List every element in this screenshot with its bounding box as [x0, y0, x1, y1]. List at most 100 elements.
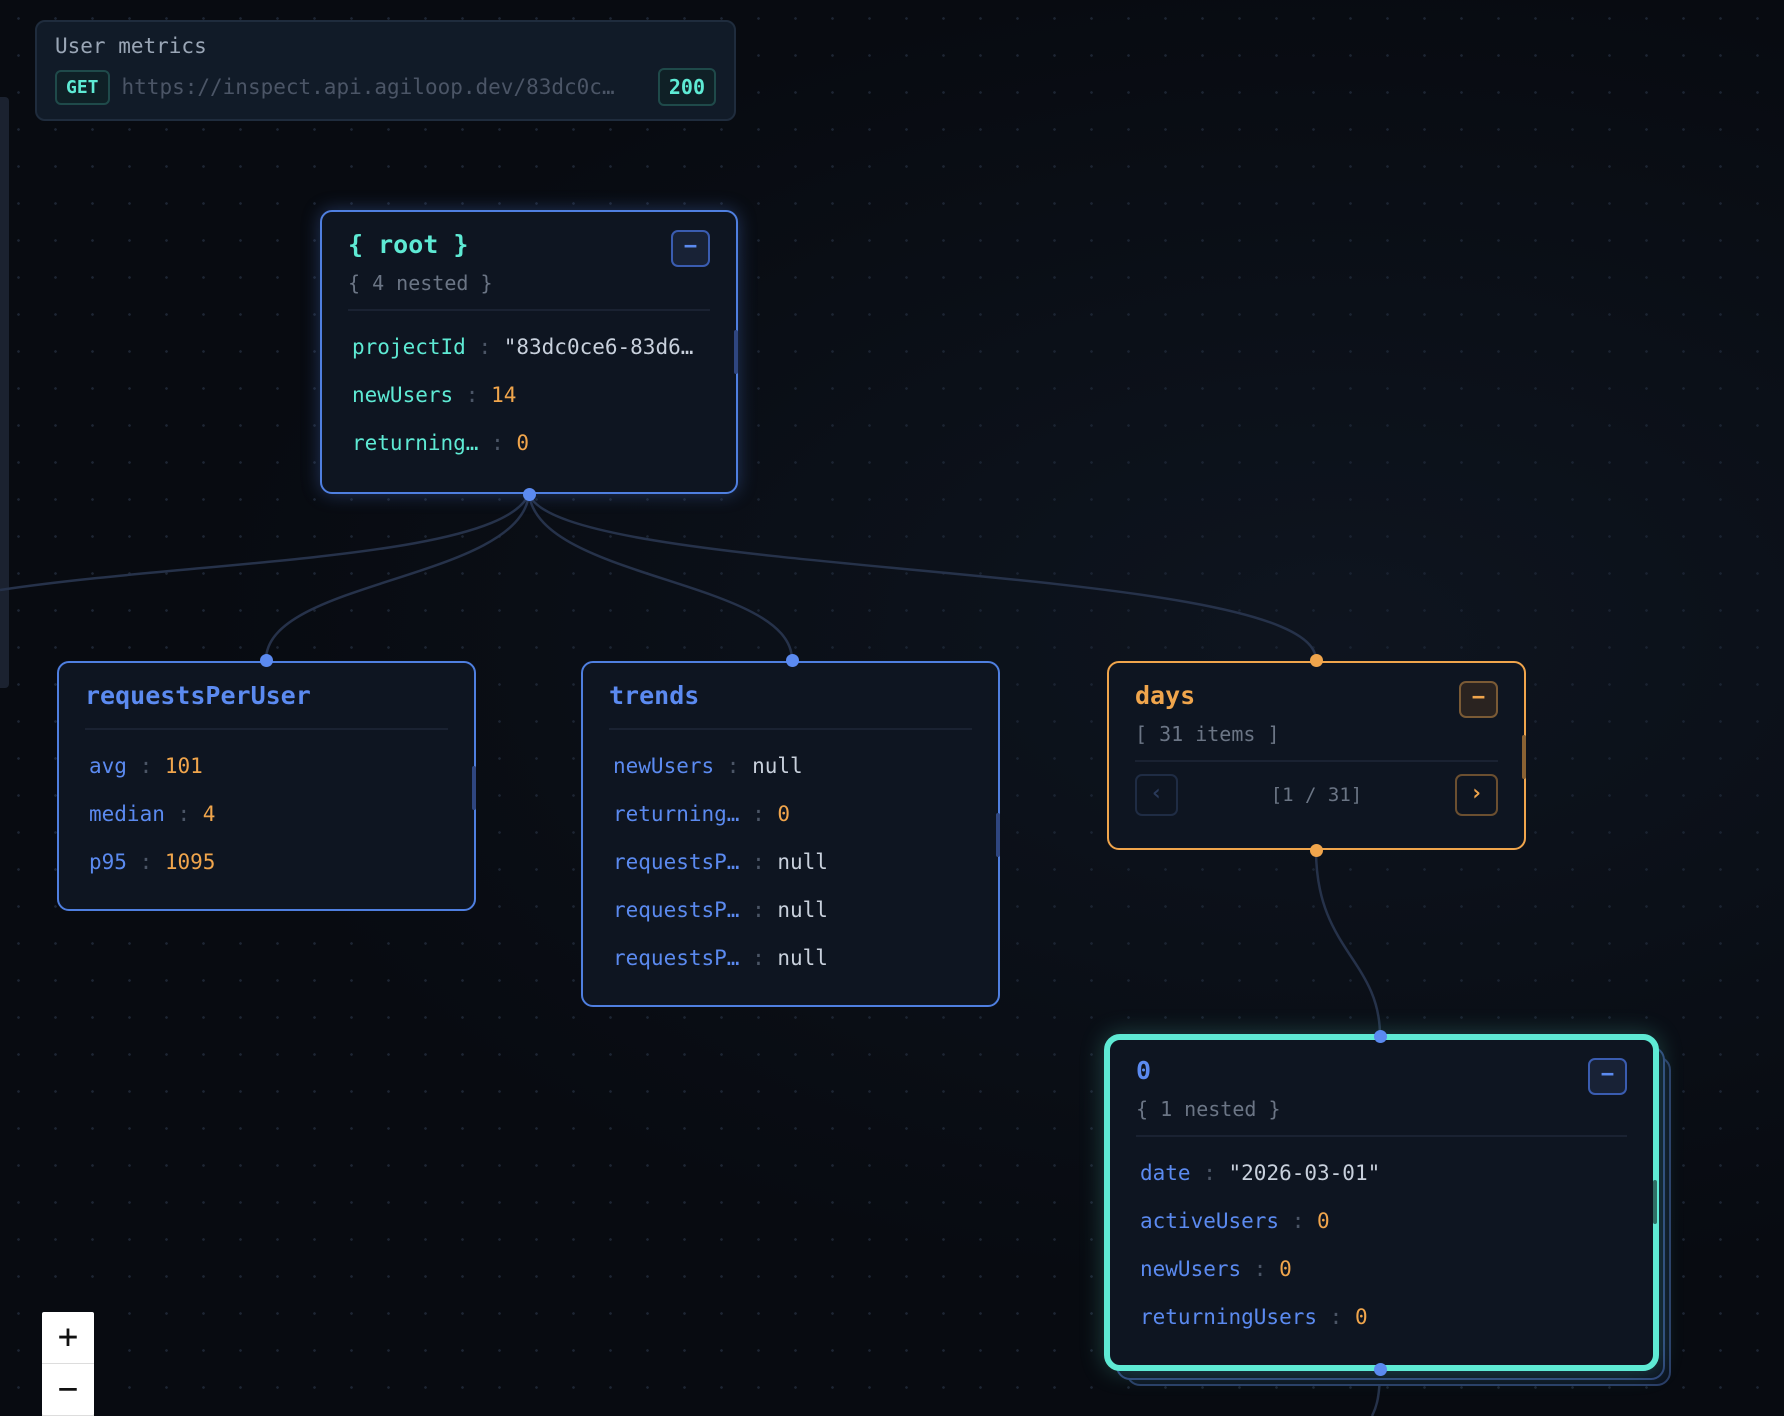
next-page-button[interactable]: ›: [1454, 774, 1498, 816]
input-handle[interactable]: [260, 654, 273, 667]
input-handle[interactable]: [1310, 654, 1323, 667]
field-row: returning… : 0: [609, 790, 972, 838]
field-row: requestsP… : null: [609, 886, 972, 934]
field-row: median : 4: [85, 790, 448, 838]
output-handle[interactable]: [1310, 844, 1323, 857]
scrollbar[interactable]: [1522, 735, 1526, 779]
field-separator: :: [126, 754, 165, 778]
field-separator: :: [1279, 1209, 1318, 1233]
field-row: date : "2026-03-01": [1136, 1149, 1627, 1197]
field-row: avg : 101: [85, 742, 448, 790]
input-handle[interactable]: [786, 654, 799, 667]
node-days[interactable]: days [ 31 items ] − ‹ [1 / 31] ›: [1107, 661, 1526, 850]
field-row: p95 : 1095: [85, 838, 448, 886]
field-key: requestsP…: [613, 850, 740, 874]
field-separator: :: [164, 802, 203, 826]
collapse-button[interactable]: −: [1459, 681, 1498, 718]
node-trends[interactable]: trends newUsers : null returning… : 0 re…: [581, 661, 1000, 1007]
field-separator: :: [126, 850, 165, 874]
collapse-button[interactable]: −: [1588, 1058, 1627, 1095]
node-title: requestsPerUser: [85, 681, 311, 710]
prev-page-button[interactable]: ‹: [1135, 774, 1178, 816]
minus-icon: −: [1600, 1062, 1615, 1087]
field-value: "2026-03-01": [1228, 1161, 1381, 1185]
field-value: null: [777, 946, 828, 970]
field-row: newUsers : 14: [348, 371, 710, 419]
field-value: null: [777, 850, 828, 874]
edge-root-days: [527, 493, 1318, 661]
field-separator: :: [739, 898, 778, 922]
field-row: requestsP… : null: [609, 838, 972, 886]
method-badge: GET: [55, 69, 110, 105]
field-row: newUsers : null: [609, 742, 972, 790]
field-row: projectId : "83dc0ce6-83d6…: [348, 323, 710, 371]
output-handle[interactable]: [1374, 1363, 1387, 1376]
field-separator: :: [739, 850, 778, 874]
minus-icon: −: [1471, 685, 1486, 710]
left-panel-edge[interactable]: [0, 97, 9, 688]
field-key: activeUsers: [1140, 1209, 1280, 1233]
field-separator: :: [465, 335, 504, 359]
chevron-right-icon: ›: [1469, 781, 1484, 806]
field-value: 101: [164, 754, 203, 778]
scrollbar[interactable]: [734, 330, 738, 374]
field-value: "83dc0ce6-83d6…: [503, 335, 694, 359]
scrollbar[interactable]: [1653, 1180, 1657, 1224]
field-value: 0: [1354, 1305, 1368, 1329]
divider: [85, 728, 448, 730]
page-indicator: [1 / 31]: [1270, 784, 1363, 806]
field-key: avg: [89, 754, 127, 778]
field-key: projectId: [352, 335, 466, 359]
scrollbar[interactable]: [996, 813, 1000, 857]
field-row: returning… : 0: [348, 419, 710, 467]
edge-days-item0: [1314, 849, 1382, 1037]
field-separator: :: [739, 802, 778, 826]
edge-root-left: [0, 493, 531, 592]
minus-icon: −: [683, 234, 698, 259]
edge-root-requestsPerUser: [264, 493, 531, 661]
chevron-left-icon: ‹: [1149, 781, 1164, 806]
field-row: activeUsers : 0: [1136, 1197, 1627, 1245]
node-title: 0: [1136, 1056, 1152, 1085]
request-header: User metrics GET https://inspect.api.agi…: [35, 20, 736, 121]
node-summary: { 1 nested }: [1136, 1097, 1281, 1121]
field-key: median: [89, 802, 165, 826]
zoom-in-button[interactable]: +: [42, 1312, 94, 1364]
node-summary: [ 31 items ]: [1135, 722, 1280, 746]
field-value: 1095: [164, 850, 216, 874]
divider: [609, 728, 972, 730]
edge-root-trends: [527, 493, 794, 661]
field-key: returningUsers: [1140, 1305, 1318, 1329]
field-value: 14: [491, 383, 517, 407]
node-item-0[interactable]: 0 { 1 nested } − date : "2026-03-01" act…: [1104, 1034, 1659, 1371]
node-summary: { 4 nested }: [348, 271, 493, 295]
scrollbar[interactable]: [472, 766, 476, 810]
node-root[interactable]: { root } { 4 nested } − projectId : "83d…: [320, 210, 738, 494]
status-badge: 200: [657, 68, 716, 106]
node-title: trends: [609, 681, 700, 710]
field-separator: :: [714, 754, 753, 778]
root-output-handle[interactable]: [523, 488, 536, 501]
input-handle[interactable]: [1374, 1030, 1387, 1043]
field-value: 0: [1279, 1257, 1292, 1281]
field-row: newUsers : 0: [1136, 1245, 1627, 1293]
field-key: newUsers: [352, 383, 454, 407]
field-separator: :: [1317, 1305, 1355, 1329]
divider: [348, 309, 710, 311]
zoom-out-button[interactable]: −: [42, 1364, 94, 1416]
zoom-controls: + −: [42, 1312, 94, 1416]
collapse-button[interactable]: −: [671, 230, 710, 267]
field-value: null: [752, 754, 803, 778]
field-value: 4: [202, 802, 216, 826]
node-title: { root }: [348, 230, 469, 259]
node-requestsPerUser[interactable]: requestsPerUser avg : 101 median : 4 p95…: [57, 661, 476, 911]
field-row: requestsP… : null: [609, 934, 972, 982]
field-separator: :: [478, 431, 517, 455]
field-separator: :: [453, 383, 492, 407]
node-title: days: [1135, 681, 1196, 710]
field-separator: :: [1241, 1257, 1280, 1281]
request-url[interactable]: https://inspect.api.agiloop.dev/83dc0c…: [121, 75, 615, 99]
field-value: 0: [1317, 1209, 1330, 1233]
field-key: newUsers: [1140, 1257, 1242, 1281]
field-separator: :: [739, 946, 778, 970]
